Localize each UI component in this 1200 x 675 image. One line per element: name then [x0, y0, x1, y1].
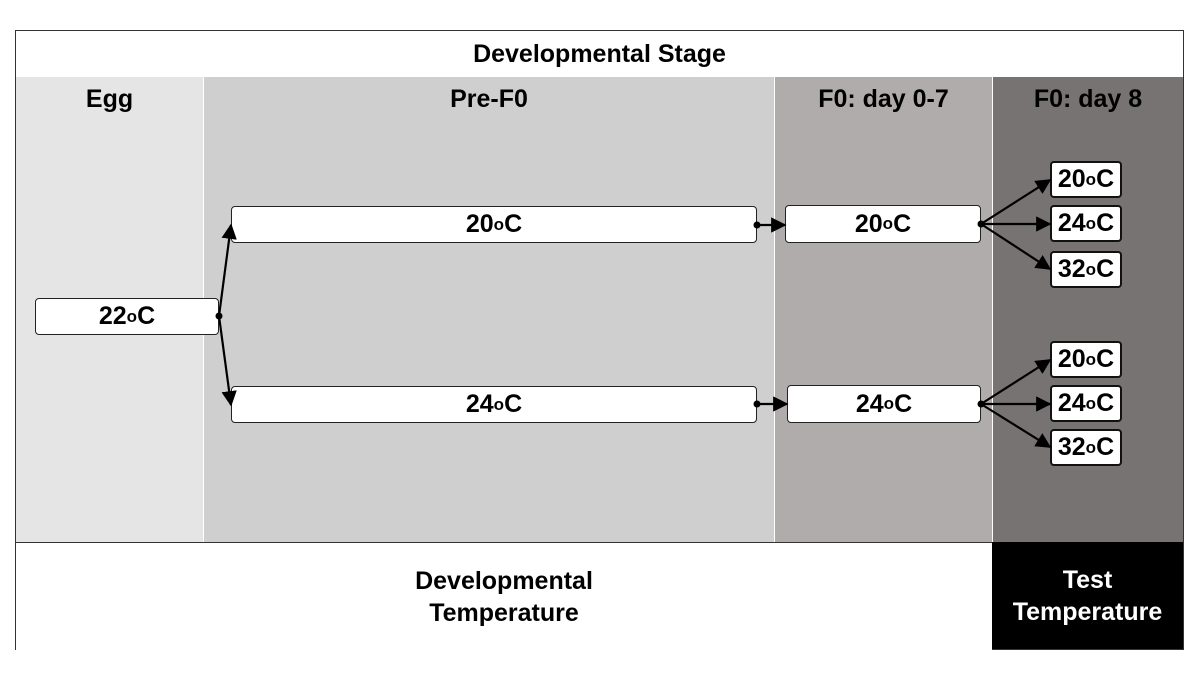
footer-test-line1: Test	[1062, 565, 1113, 594]
test-temp-unit: C	[1096, 165, 1115, 193]
degree-symbol: o	[493, 394, 505, 414]
test-temp-unit: C	[1096, 345, 1115, 373]
test-temp-lower-3: 32 o C	[1050, 429, 1122, 466]
f0-day-0-7-upper-temp-unit: C	[893, 209, 912, 238]
test-temp-value: 20	[1057, 165, 1086, 193]
test-temp-unit: C	[1096, 433, 1115, 461]
test-temp-value: 32	[1057, 255, 1086, 283]
test-temp-lower-2: 24 o C	[1050, 385, 1122, 422]
stage-label-f0-day-8: F0: day 8	[1033, 85, 1143, 113]
test-temp-upper-1: 20 o C	[1050, 161, 1122, 198]
pre-f0-lower-temp-box: 24 o C	[231, 386, 757, 423]
test-temp-lower-1: 20 o C	[1050, 341, 1122, 378]
stage-label-egg: Egg	[85, 85, 134, 113]
pre-f0-upper-temp-box: 20 o C	[231, 206, 757, 243]
degree-symbol: o	[493, 214, 505, 234]
footer-test-line2: Temperature	[1012, 597, 1163, 626]
degree-symbol: o	[1085, 213, 1097, 233]
test-temp-unit: C	[1096, 389, 1115, 417]
test-temp-unit: C	[1096, 209, 1115, 237]
test-temperature-footer: Test Temperature	[992, 542, 1183, 649]
footer-label-line2: Temperature	[429, 598, 579, 627]
test-temp-value: 32	[1057, 433, 1086, 461]
egg-temp-box: 22 o C	[35, 298, 219, 335]
degree-symbol: o	[1085, 349, 1097, 369]
stage-column-f0-day-0-7: F0: day 0-7	[774, 77, 992, 542]
f0-day-0-7-upper-temp-value: 20	[854, 209, 883, 238]
f0-day-0-7-lower-temp-unit: C	[894, 389, 913, 418]
f0-day-0-7-upper-temp-box: 20 o C	[785, 205, 981, 243]
developmental-temperature-footer: Developmental Temperature	[16, 542, 992, 650]
degree-symbol: o	[1085, 169, 1097, 189]
test-temp-upper-2: 24 o C	[1050, 205, 1122, 242]
test-temp-value: 24	[1057, 389, 1086, 417]
stage-label-f0-day-0-7: F0: day 0-7	[818, 85, 949, 113]
degree-symbol: o	[883, 394, 895, 413]
pre-f0-lower-temp-unit: C	[504, 390, 523, 418]
degree-symbol: o	[1085, 259, 1097, 279]
test-temp-unit: C	[1096, 255, 1115, 283]
f0-day-0-7-lower-temp-value: 24	[855, 389, 884, 418]
f0-day-0-7-lower-temp-box: 24 o C	[787, 385, 981, 423]
degree-symbol: o	[126, 306, 138, 326]
pre-f0-upper-temp-unit: C	[504, 210, 523, 238]
footer-label-line1: Developmental	[415, 566, 593, 595]
degree-symbol: o	[882, 214, 894, 233]
stage-column-f0-day-8: F0: day 8	[992, 77, 1183, 542]
test-temp-value: 20	[1057, 345, 1086, 373]
egg-temp-unit: C	[137, 302, 156, 330]
test-temp-value: 24	[1057, 209, 1086, 237]
diagram-title: Developmental Stage	[473, 39, 726, 68]
stage-label-pre-f0: Pre-F0	[450, 85, 528, 113]
stage-column-pre-f0: Pre-F0	[203, 77, 774, 542]
egg-temp-value: 22	[98, 302, 127, 330]
degree-symbol: o	[1085, 437, 1097, 457]
degree-symbol: o	[1085, 393, 1097, 413]
pre-f0-upper-temp-value: 20	[465, 210, 494, 238]
test-temp-upper-3: 32 o C	[1050, 251, 1122, 288]
pre-f0-lower-temp-value: 24	[465, 390, 494, 418]
